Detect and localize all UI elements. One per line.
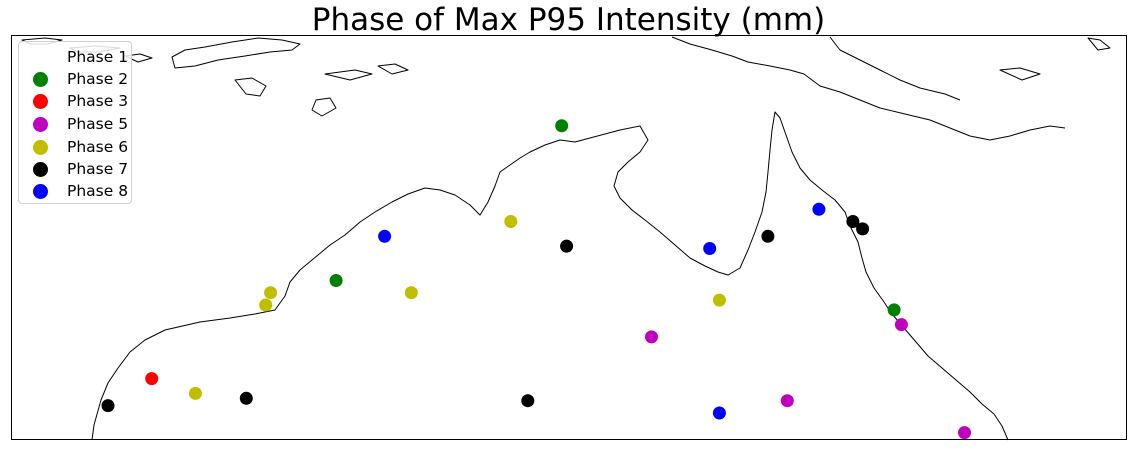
legend-label-phase-8: Phase 8 [67,182,129,200]
point-phase-6-4 [504,215,518,228]
legend-label-phase-1: Phase 1 [67,48,129,66]
map-frame [11,35,1127,440]
legend-item-phase-3: Phase 3 [19,90,131,112]
island-east-1 [999,67,1041,81]
legend-marker-phase-3 [33,93,48,109]
legend-label-phase-6: Phase 6 [67,138,129,156]
point-phase-7-6 [846,215,860,228]
point-phase-6-3 [404,286,418,300]
island-north-5 [324,69,373,81]
point-phase-5-4 [958,426,971,440]
island-east-2 [1087,37,1111,51]
legend-marker-phase-6 [33,139,48,155]
new-guinea-coast-2 [829,36,961,101]
coastline [21,36,1111,441]
point-phase-7-1 [101,399,115,413]
legend-item-phase-8: Phase 8 [19,180,131,202]
australia-coast [91,111,1009,441]
point-phase-3-1 [145,372,159,386]
point-phase-6-6 [188,386,202,400]
point-phase-8-4 [712,406,726,420]
point-phase-7-5 [761,229,775,243]
island-north-4 [234,77,267,97]
point-phase-5-2 [894,318,908,332]
island-north-3 [124,53,153,63]
legend-marker-phase-5 [33,116,48,132]
point-phase-7-7 [856,222,870,236]
point-phase-8-3 [812,202,826,216]
legend-label-phase-2: Phase 2 [67,70,129,88]
legend-label-phase-5: Phase 5 [67,115,129,133]
legend-marker-phase-8 [33,183,48,199]
legend-marker-phase-2 [33,71,48,87]
island-north-6 [311,97,337,117]
island-north-7 [377,63,409,75]
legend-label-phase-7: Phase 7 [67,160,129,178]
legend-item-phase-6: Phase 6 [19,136,131,158]
point-phase-6-2 [259,298,273,312]
point-phase-7-2 [239,391,253,405]
point-phase-5-1 [645,330,658,344]
legend-label-phase-3: Phase 3 [67,92,129,110]
point-phase-7-4 [560,239,574,253]
point-phase-2-2 [329,274,343,287]
point-phase-8-1 [378,229,392,243]
point-phase-2-1 [555,119,569,133]
legend-marker-phase-7 [33,161,48,177]
legend-item-phase-5: Phase 5 [19,113,131,135]
point-phase-8-2 [703,242,717,255]
legend-item-phase-1: Phase 1 [19,46,131,68]
new-guinea-coast [671,36,1066,141]
legend-item-phase-7: Phase 7 [19,158,131,180]
legend-item-phase-2: Phase 2 [19,68,131,90]
point-phase-5-3 [780,394,794,408]
point-phase-6-1 [264,286,278,300]
points-layer [101,119,971,440]
legend: Phase 1 Phase 2 Phase 3 Phase 5 Phase 6 … [18,41,132,204]
point-phase-6-5 [712,293,726,307]
island-timor [171,37,301,69]
point-phase-2-3 [887,303,901,317]
legend-marker-phase-1 [33,49,48,65]
map-title: Phase of Max P95 Intensity (mm) [311,2,826,38]
point-phase-7-3 [521,394,535,408]
